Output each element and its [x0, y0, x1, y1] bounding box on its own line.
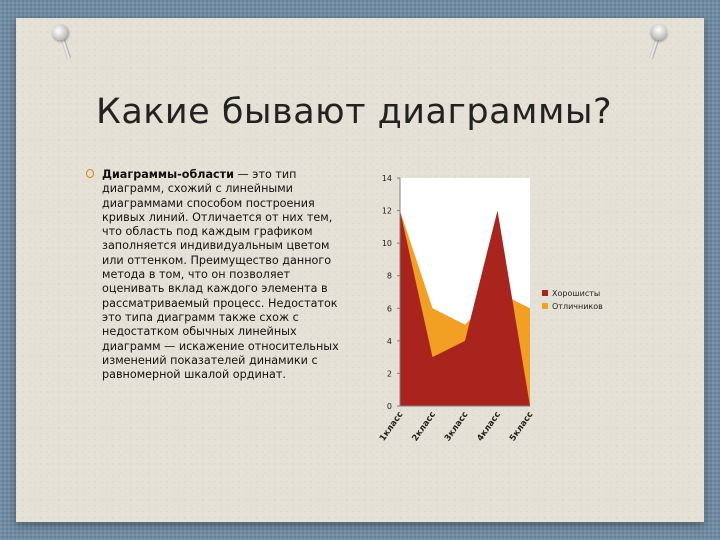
area-series-1 [400, 210, 530, 406]
slide-title: Какие бывают диаграммы? [96, 92, 613, 132]
bullet-paragraph: Диаграммы-области — это тип диаграмм, сх… [86, 168, 340, 382]
y-tick-label: 6 [387, 304, 392, 313]
x-tick-label: 3класс [443, 410, 471, 443]
pushpin-icon [50, 22, 78, 63]
y-tick-label: 4 [387, 337, 392, 346]
y-tick-label: 2 [387, 369, 392, 378]
legend-swatch [542, 303, 548, 309]
legend-swatch [542, 290, 548, 296]
bullet-circle-icon [86, 169, 94, 178]
slide [16, 18, 704, 522]
legend-label: Хорошисты [552, 289, 600, 298]
area-chart: 0 2 4 6 8 10 12 14 1класс 2класс 3класс 4класс 5клас… [378, 174, 603, 443]
x-tick-label: 2класс [410, 410, 438, 443]
legend-label: Отличников [552, 302, 603, 311]
y-tick-label: 0 [387, 402, 392, 411]
y-tick-label: 8 [387, 272, 392, 281]
bullet-term: Диаграммы-области [102, 168, 234, 181]
y-tick-label: 12 [382, 207, 392, 216]
x-tick-label: 4класс [475, 410, 503, 443]
bullet-text: — это тип диаграмм, схожий с линейными д… [102, 168, 339, 382]
y-tick-label: 10 [382, 239, 392, 248]
y-tick-label: 14 [382, 174, 392, 183]
pushpin-icon [643, 22, 670, 63]
x-tick-label: 1класс [378, 410, 406, 443]
x-tick-label: 5класс [508, 410, 536, 443]
